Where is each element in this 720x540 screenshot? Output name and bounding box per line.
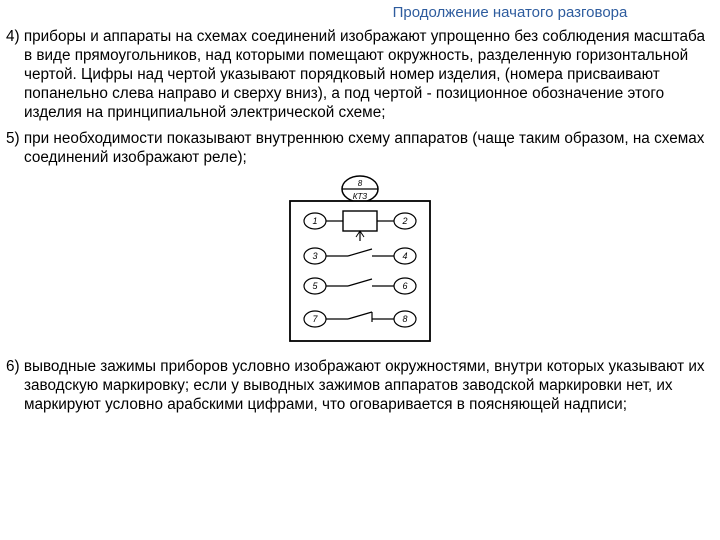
terminal-3: 3 (312, 251, 317, 261)
relay-diagram: 8 КТЗ 1 2 3 4 5 6 7 8 (260, 171, 460, 351)
terminal-2: 2 (401, 216, 407, 226)
terminal-6: 6 (402, 281, 407, 291)
paragraph-5: 5) при необходимости показывают внутренн… (0, 129, 720, 167)
top-label-top: 8 (358, 179, 363, 188)
paragraph-4: 4) приборы и аппараты на схемах соединен… (0, 27, 720, 123)
terminal-8: 8 (402, 314, 407, 324)
terminal-4: 4 (402, 251, 407, 261)
page-header: Продолжение начатого разговора (0, 0, 720, 21)
terminal-1: 1 (312, 216, 317, 226)
top-label-bottom: КТЗ (353, 192, 368, 201)
paragraph-6: 6) выводные зажимы приборов условно изоб… (0, 357, 720, 414)
